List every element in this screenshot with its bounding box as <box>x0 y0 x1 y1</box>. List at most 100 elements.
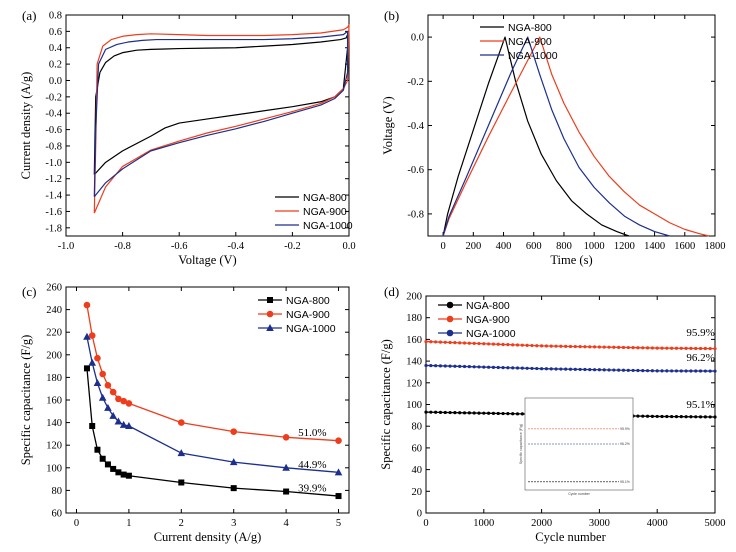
data-point <box>477 341 481 346</box>
data-point <box>98 393 107 401</box>
data-point <box>684 369 688 373</box>
data-point <box>698 369 703 373</box>
data-point <box>115 469 122 476</box>
plot-frame <box>65 14 350 237</box>
data-point <box>689 415 693 419</box>
data-point <box>429 340 433 344</box>
data-point <box>501 366 505 370</box>
x-tick-label: 0.0 <box>342 241 355 252</box>
data-point <box>125 400 133 407</box>
data-point <box>104 403 112 411</box>
data-point <box>684 415 688 419</box>
y-tick-label: 160 <box>46 396 62 407</box>
data-point <box>99 370 106 378</box>
data-point <box>698 415 703 419</box>
x-tick-label: 3000 <box>589 518 610 529</box>
data-point <box>467 411 471 415</box>
annotation-label: 95.1% <box>686 399 714 411</box>
panel-c: 0 1 2 3 4 5 60 80 100 120 140 160 180 200 220 240 260 Cur… <box>19 283 350 544</box>
data-point <box>434 364 438 368</box>
y-axis-title: Specific capacitance (F/g) <box>19 335 33 466</box>
x-tick-label: 800 <box>556 241 572 252</box>
data-point <box>178 479 185 486</box>
data-point <box>511 412 515 416</box>
data-point <box>679 415 683 419</box>
data-point <box>282 433 290 441</box>
legend-label: NGA-800 <box>466 300 510 312</box>
data-point <box>229 458 238 466</box>
data-point <box>660 369 664 373</box>
legend-marker <box>267 297 273 303</box>
data-point <box>713 415 717 419</box>
data-point <box>501 342 505 347</box>
data-point <box>525 343 529 347</box>
x-tick-label: 1 <box>126 518 131 529</box>
y-tick-label: 200 <box>46 350 62 361</box>
y-tick-label: 60 <box>412 443 423 454</box>
x-tick-label: 5000 <box>705 518 726 529</box>
x-axis-title: Cycle number <box>535 530 606 544</box>
y-tick-label: 80 <box>52 486 63 497</box>
x-tick-label: 1000 <box>473 518 494 529</box>
data-point <box>588 345 592 349</box>
series-line-nga-800 <box>442 36 630 237</box>
y-axis-title: Current density (A/g) <box>19 72 33 180</box>
data-point <box>674 369 679 373</box>
x-axis-title: Time (s) <box>550 253 592 267</box>
data-point <box>120 397 127 405</box>
data-point <box>689 346 693 350</box>
data-point <box>559 344 563 348</box>
data-point <box>88 358 97 366</box>
series-line-nga-1000 <box>93 30 349 198</box>
data-point <box>453 411 457 415</box>
data-point <box>335 437 342 444</box>
data-point <box>515 366 520 370</box>
y-tick-label: -0.6 <box>407 165 424 176</box>
data-point <box>645 414 650 418</box>
panel-a: -1.0 -0.8 -0.6 -0.4 -0.2 0.0 0.8 0.6 0.4 0.2 0.0 -0… <box>19 8 356 267</box>
y-tick-label: -1.6 <box>45 207 62 218</box>
data-point <box>511 343 515 347</box>
x-tick-label: 0 <box>440 241 445 252</box>
data-point <box>443 364 447 368</box>
data-point <box>83 332 91 340</box>
y-tick-label: 200 <box>406 292 422 303</box>
data-point <box>650 414 654 418</box>
legend-label: NGA-800 <box>508 22 552 34</box>
data-point <box>520 366 524 370</box>
data-point <box>670 346 674 350</box>
legend-label: NGA-900 <box>466 314 510 326</box>
data-point <box>109 388 117 396</box>
data-point <box>713 347 717 351</box>
data-point <box>674 346 679 350</box>
data-point <box>535 366 539 371</box>
data-point <box>501 411 505 416</box>
data-point <box>429 363 433 368</box>
legend-label: NGA-900 <box>286 309 330 321</box>
legend-marker <box>446 329 454 337</box>
y-tick-label: 0.8 <box>49 11 62 22</box>
data-point <box>655 346 659 350</box>
data-point <box>559 367 563 371</box>
data-point <box>655 414 659 419</box>
data-point <box>467 341 471 345</box>
data-point <box>525 366 529 370</box>
data-point <box>641 346 645 350</box>
legend-label: NGA-800 <box>286 295 330 307</box>
panel-b: 0 200 400 600 800 1000 1200 1400 1600 1800 0.0 -0.2… <box>381 8 726 267</box>
data-point <box>568 344 573 349</box>
x-tick-label: 3 <box>231 518 236 529</box>
data-point <box>694 415 698 419</box>
data-point <box>621 368 626 372</box>
y-tick-label: 0.6 <box>49 27 62 38</box>
data-point <box>621 345 626 350</box>
y-tick-label: 0.2 <box>49 60 62 71</box>
data-point <box>655 369 659 373</box>
y-tick-label: 100 <box>46 463 62 474</box>
data-point <box>472 341 476 345</box>
data-point <box>554 344 558 348</box>
data-point <box>477 365 481 369</box>
data-point <box>626 368 630 372</box>
inset-series-label: 95.1% <box>620 480 630 484</box>
